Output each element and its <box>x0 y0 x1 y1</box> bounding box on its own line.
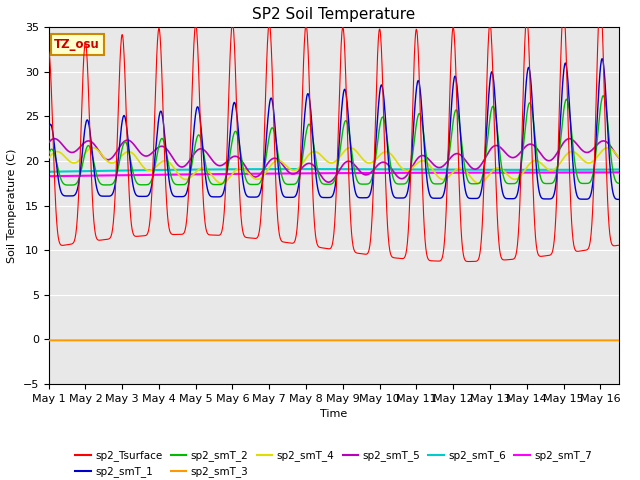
sp2_smT_7 <box>147 172 155 178</box>
sp2_smT_6 <box>476 167 484 173</box>
Line: sp2_smT_6: sp2_smT_6 <box>49 169 619 172</box>
Y-axis label: Soil Temperature (C): Soil Temperature (C) <box>7 148 17 263</box>
sp2_Tsurface <box>158 67 166 72</box>
sp2_smT_1 <box>615 196 623 202</box>
sp2_smT_4 <box>477 180 484 186</box>
sp2_smT_6 <box>296 166 304 172</box>
Line: sp2_smT_7: sp2_smT_7 <box>49 172 619 176</box>
sp2_smT_4 <box>540 163 548 169</box>
sp2_smT_2 <box>210 181 218 187</box>
sp2_smT_5 <box>615 155 623 160</box>
sp2_smT_5 <box>477 162 484 168</box>
sp2_smT_2 <box>476 179 484 185</box>
sp2_smT_3 <box>615 337 623 343</box>
sp2_smT_6 <box>45 169 52 175</box>
sp2_smT_6 <box>147 167 155 173</box>
sp2_smT_4 <box>218 180 225 186</box>
sp2_smT_3 <box>45 337 52 343</box>
sp2_smT_4 <box>261 170 269 176</box>
sp2_smT_5 <box>147 151 155 156</box>
sp2_Tsurface <box>147 205 155 211</box>
sp2_smT_7 <box>261 171 269 177</box>
sp2_smT_5 <box>51 136 58 142</box>
sp2_smT_3 <box>158 337 166 343</box>
sp2_smT_2 <box>65 182 72 188</box>
sp2_smT_2 <box>261 160 269 166</box>
Legend: sp2_Tsurface, sp2_smT_1, sp2_smT_2, sp2_smT_3, sp2_smT_4, sp2_smT_5, sp2_smT_6, : sp2_Tsurface, sp2_smT_1, sp2_smT_2, sp2_… <box>71 446 596 480</box>
Line: sp2_smT_1: sp2_smT_1 <box>49 59 619 199</box>
Line: sp2_Tsurface: sp2_Tsurface <box>49 0 619 262</box>
sp2_smT_1 <box>540 196 547 202</box>
sp2_Tsurface <box>540 253 547 259</box>
sp2_Tsurface <box>465 259 472 264</box>
sp2_smT_1 <box>45 127 52 132</box>
sp2_smT_5 <box>324 180 332 185</box>
sp2_smT_3 <box>147 337 155 343</box>
sp2_smT_5 <box>540 155 548 161</box>
sp2_smT_3 <box>540 337 547 343</box>
X-axis label: Time: Time <box>320 409 348 419</box>
sp2_smT_6 <box>158 167 166 173</box>
sp2_smT_5 <box>261 164 269 170</box>
sp2_smT_1 <box>158 110 166 116</box>
sp2_smT_2 <box>147 178 155 183</box>
sp2_smT_7 <box>209 171 217 177</box>
sp2_Tsurface <box>615 242 623 248</box>
sp2_Tsurface <box>209 232 217 238</box>
sp2_smT_4 <box>209 174 217 180</box>
sp2_smT_6 <box>209 167 217 172</box>
sp2_smT_1 <box>147 186 155 192</box>
sp2_smT_2 <box>158 136 166 142</box>
sp2_smT_1 <box>476 193 484 199</box>
sp2_smT_3 <box>261 337 269 343</box>
sp2_smT_4 <box>147 168 155 173</box>
Text: TZ_osu: TZ_osu <box>54 38 100 51</box>
sp2_smT_6 <box>540 167 547 173</box>
sp2_smT_7 <box>158 172 166 178</box>
sp2_smT_4 <box>615 155 623 160</box>
sp2_smT_2 <box>600 93 607 98</box>
sp2_smT_6 <box>615 167 623 172</box>
sp2_smT_7 <box>540 169 547 175</box>
Line: sp2_smT_4: sp2_smT_4 <box>49 148 619 183</box>
sp2_Tsurface <box>261 117 269 123</box>
Line: sp2_smT_2: sp2_smT_2 <box>49 96 619 185</box>
sp2_smT_4 <box>45 156 52 161</box>
sp2_smT_2 <box>540 180 547 186</box>
sp2_smT_3 <box>476 337 484 343</box>
sp2_smT_1 <box>261 155 269 160</box>
sp2_smT_3 <box>209 337 217 343</box>
sp2_smT_6 <box>261 166 269 172</box>
sp2_smT_2 <box>615 180 623 186</box>
sp2_Tsurface <box>596 0 604 3</box>
sp2_smT_7 <box>476 170 484 176</box>
Title: SP2 Soil Temperature: SP2 Soil Temperature <box>252 7 415 22</box>
sp2_smT_7 <box>45 173 52 179</box>
sp2_smT_5 <box>45 140 52 145</box>
sp2_smT_5 <box>210 159 218 165</box>
sp2_smT_2 <box>45 152 52 157</box>
sp2_smT_1 <box>209 194 217 200</box>
sp2_smT_4 <box>346 145 354 151</box>
Line: sp2_smT_5: sp2_smT_5 <box>49 139 619 182</box>
sp2_smT_5 <box>158 144 166 149</box>
sp2_Tsurface <box>45 48 52 54</box>
sp2_smT_4 <box>158 159 166 165</box>
sp2_smT_1 <box>598 56 606 61</box>
sp2_smT_7 <box>615 169 623 175</box>
sp2_Tsurface <box>476 248 484 253</box>
